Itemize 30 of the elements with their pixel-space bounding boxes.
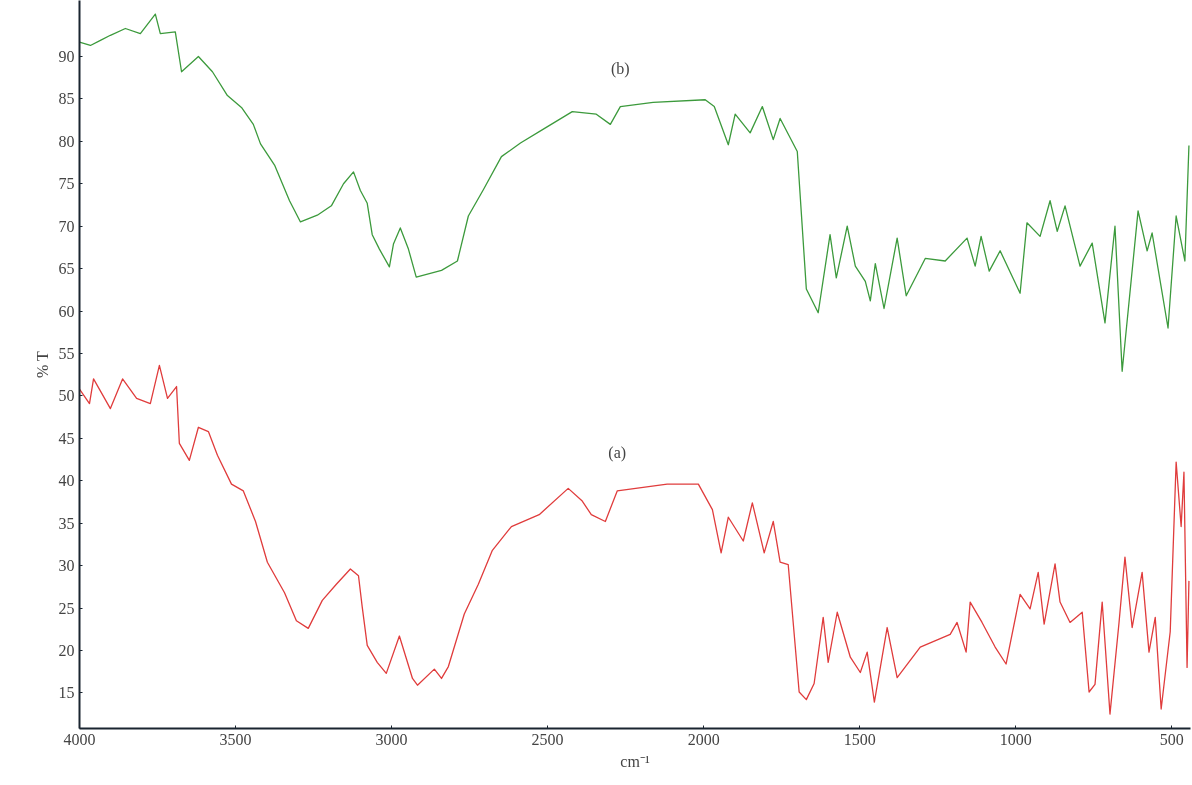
y-tick-label: 80 xyxy=(58,132,75,150)
x-tick-label: 500 xyxy=(1159,730,1184,748)
y-tick-label: 85 xyxy=(58,90,75,108)
y-tick-label: 65 xyxy=(58,260,75,278)
x-tick-label: 3500 xyxy=(219,730,252,748)
y-tick-label: 35 xyxy=(58,514,75,532)
series-label: (b) xyxy=(611,59,630,78)
x-tick-label: 1500 xyxy=(843,730,876,748)
y-tick-label: 20 xyxy=(58,641,75,659)
y-tick-label: 60 xyxy=(58,302,75,320)
y-axis-title: % T xyxy=(33,351,51,379)
x-axis-title: cm⁻¹ xyxy=(620,752,650,770)
y-tick-label: 55 xyxy=(58,344,75,362)
series-label: (a) xyxy=(608,443,627,462)
line-series xyxy=(79,364,1190,715)
x-tick-label: 1000 xyxy=(999,730,1032,748)
y-tick-label: 15 xyxy=(58,684,75,702)
y-tick-label: 25 xyxy=(58,599,75,617)
y-tick-label: 45 xyxy=(58,429,75,447)
y-tick-label: 90 xyxy=(58,48,75,65)
x-tick-label: 2500 xyxy=(531,730,564,748)
line-series xyxy=(79,13,1190,372)
x-tick-label: 2000 xyxy=(687,730,720,748)
y-tick-label: 75 xyxy=(58,175,75,193)
y-tick-label: 50 xyxy=(58,387,75,405)
y-tick-label: 70 xyxy=(58,217,75,235)
x-tick-label: 3000 xyxy=(375,730,408,748)
y-tick-label: 40 xyxy=(58,472,75,490)
x-tick-label: 4000 xyxy=(63,730,96,748)
y-tick-label: 30 xyxy=(58,557,75,575)
